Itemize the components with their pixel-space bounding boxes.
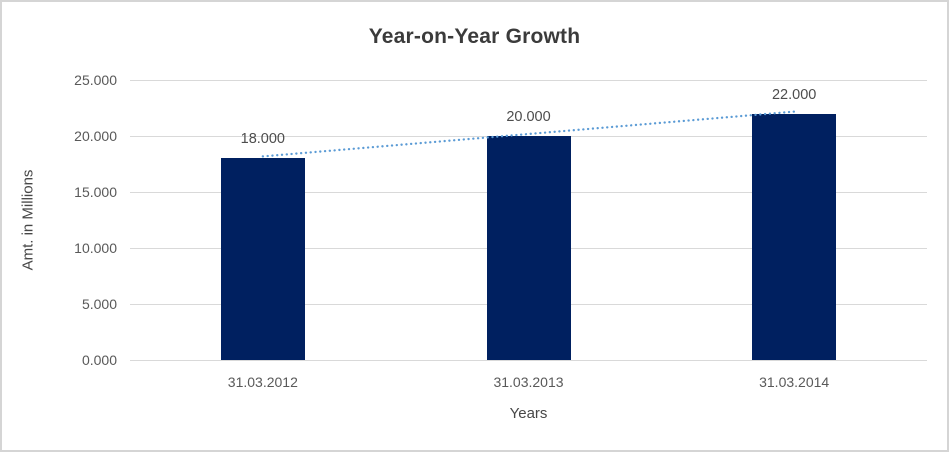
y-axis-title-text: Amt. in Millions xyxy=(19,169,37,271)
x-axis-title: Years xyxy=(509,405,548,422)
y-axis-tick-label: 0.000 xyxy=(81,352,117,368)
y-axis-tick-label: 20.000 xyxy=(74,128,117,144)
y-axis-tick-label: 10.000 xyxy=(74,240,117,256)
x-axis-tick-label: 31.03.2013 xyxy=(493,374,564,390)
bar xyxy=(752,113,837,360)
x-axis-tick-label: 31.03.2012 xyxy=(227,374,298,390)
bar-data-label: 20.000 xyxy=(506,109,551,125)
x-axis-tick-label: 31.03.2014 xyxy=(759,374,830,390)
y-axis-tick-label: 25.000 xyxy=(74,72,117,88)
chart-title: Year-on-Year Growth xyxy=(368,25,581,48)
bar xyxy=(220,158,305,360)
bar-data-label: 18.000 xyxy=(240,131,285,148)
gridline xyxy=(130,79,927,81)
bar-data-label: 22.000 xyxy=(771,86,817,103)
bar xyxy=(486,136,571,360)
y-axis-tick-label: 5.000 xyxy=(81,296,117,312)
y-axis-tick-label: 15.000 xyxy=(74,184,117,200)
gridline xyxy=(130,359,927,361)
